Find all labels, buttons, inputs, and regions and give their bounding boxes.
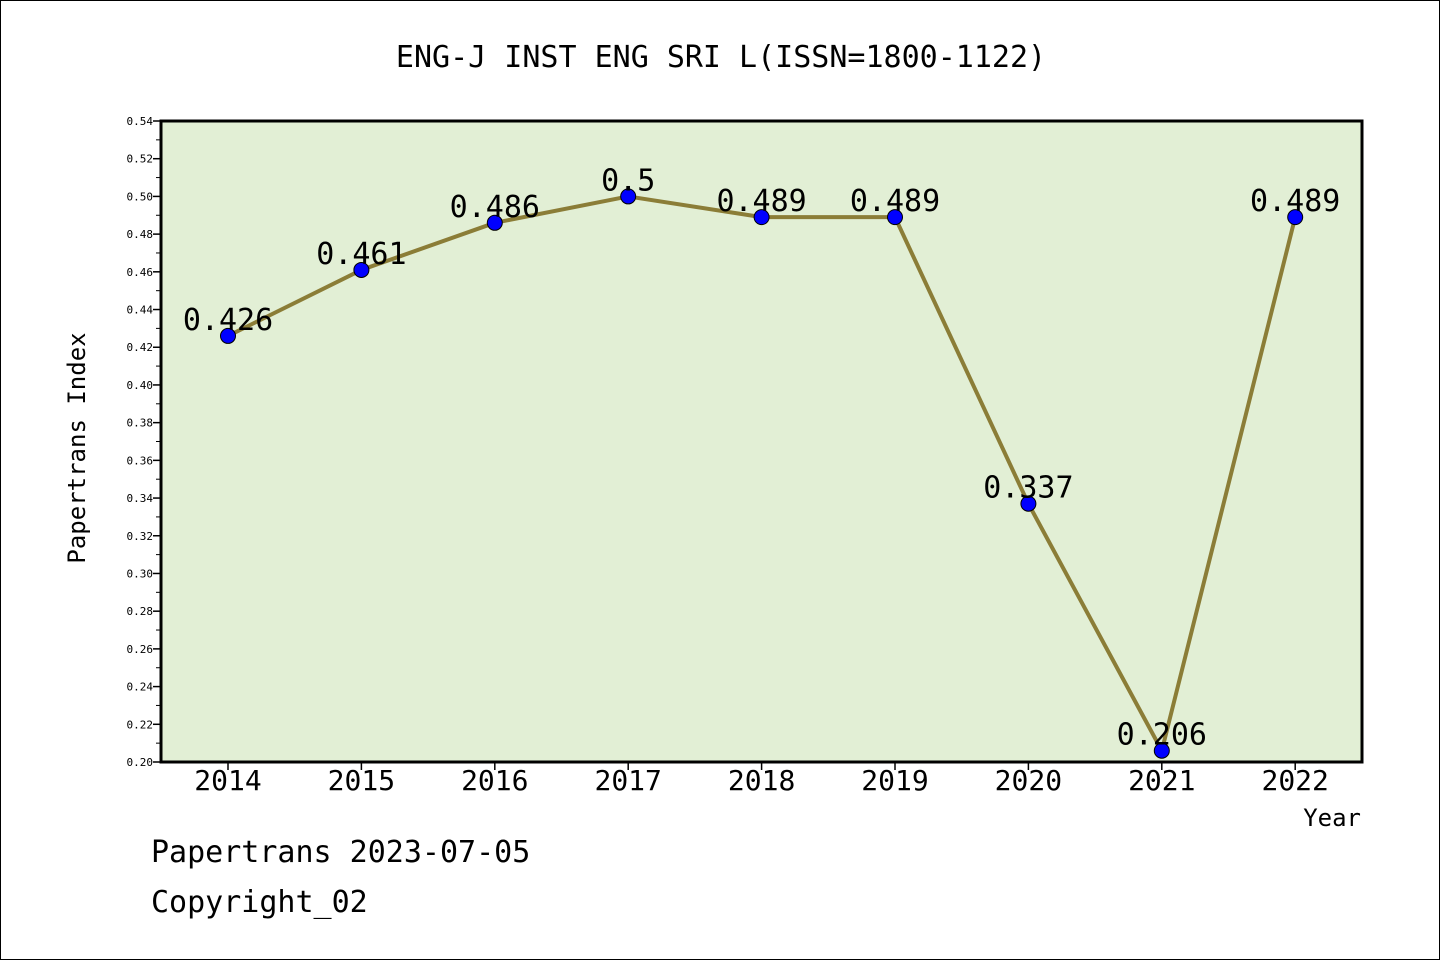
y-tick-label: 0.48 <box>127 228 154 241</box>
y-tick-label: 0.28 <box>127 605 154 618</box>
y-tick-label: 0.32 <box>127 530 154 543</box>
x-axis: 2014 2015 2016 2017 2018 2019 2020 2021 2022 <box>194 762 1329 797</box>
y-tick-label: 0.42 <box>127 341 154 354</box>
data-point <box>620 188 637 205</box>
y-tick-label: 0.34 <box>127 492 154 505</box>
y-tick-label: 0.26 <box>127 643 154 656</box>
y-tick-label: 0.22 <box>127 718 154 731</box>
chart-title: ENG-J INST ENG SRI L(ISSN=1800-1122) <box>396 40 1046 75</box>
y-tick-label: 0.40 <box>127 379 154 392</box>
series-layer: 0.426 0.461 0.486 0.5 0.489 0.489 0.337 0.206 0.… <box>183 163 1340 759</box>
data-label: 0.5 <box>601 163 655 198</box>
data-label: 0.461 <box>316 237 406 272</box>
x-tick-label: 2018 <box>728 764 795 797</box>
data-label: 0.206 <box>1117 718 1207 753</box>
x-tick-label: 2016 <box>461 764 528 797</box>
y-tick-label: 0.24 <box>127 681 154 694</box>
plot-area <box>159 119 1364 764</box>
x-tick-label: 2021 <box>1128 764 1195 797</box>
data-label: 0.426 <box>183 303 273 338</box>
data-point <box>887 209 903 226</box>
y-tick-label: 0.44 <box>127 304 154 317</box>
data-point <box>1153 742 1170 759</box>
y-axis-label: Papertrans Index <box>63 332 91 563</box>
data-point <box>486 214 503 231</box>
x-axis-label: Year <box>1303 804 1361 832</box>
x-tick-label: 2014 <box>194 764 261 797</box>
x-tick-label: 2017 <box>594 764 661 797</box>
data-point <box>753 209 770 226</box>
x-tick-label: 2019 <box>861 764 928 797</box>
x-tick-label: 2022 <box>1261 764 1328 797</box>
y-tick-label: 0.38 <box>127 417 154 430</box>
y-tick-label: 0.52 <box>127 153 154 166</box>
data-point <box>220 327 236 344</box>
data-point <box>1287 209 1304 226</box>
footer-copyright: Copyright_02 <box>151 885 368 920</box>
y-tick-label: 0.46 <box>127 266 154 279</box>
x-tick-label: 2015 <box>328 764 395 797</box>
data-label: 0.489 <box>1250 184 1340 219</box>
y-axis: 0.20 0.22 0.24 0.26 0.28 0.30 0.32 0.34 0.36 0.38… <box>127 115 161 769</box>
x-tick-label: 2020 <box>995 764 1062 797</box>
footer-date: Papertrans 2023-07-05 <box>151 835 531 870</box>
data-label: 0.489 <box>850 184 940 219</box>
data-label: 0.486 <box>450 190 540 225</box>
data-point <box>1020 495 1037 512</box>
y-tick-label: 0.54 <box>127 115 154 128</box>
y-tick-label: 0.50 <box>127 190 154 203</box>
data-point <box>353 261 370 278</box>
y-tick-label: 0.36 <box>127 454 154 467</box>
data-label: 0.337 <box>983 471 1073 506</box>
y-tick-label: 0.20 <box>127 756 154 769</box>
data-label: 0.489 <box>716 184 806 219</box>
y-tick-label: 0.30 <box>127 567 154 580</box>
